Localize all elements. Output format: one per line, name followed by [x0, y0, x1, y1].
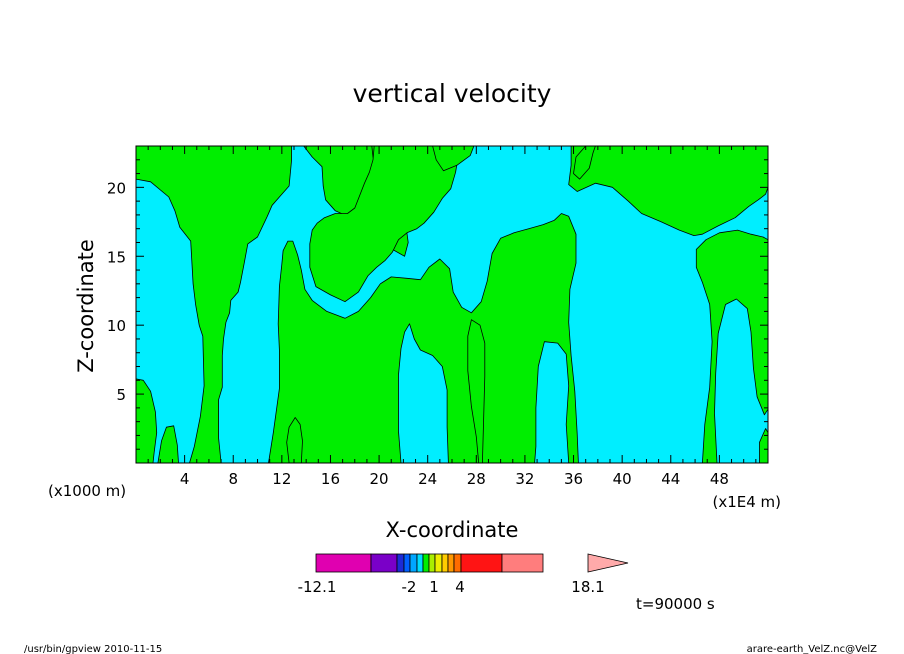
x-tick-label: 20 [370, 470, 389, 488]
colorbar-segment [460, 553, 503, 573]
contour-region-positive [309, 145, 459, 303]
contour-regions [135, 145, 769, 464]
x-axis-ticks: 4 8 12 16 20 24 28 32 36 40 44 48 [147, 146, 757, 488]
x-tick-label: 40 [613, 470, 632, 488]
y-tick-label: 10 [107, 317, 126, 335]
x-tick-label: 4 [180, 470, 190, 488]
x-tick-label: 48 [710, 470, 729, 488]
contour-region-positive [467, 319, 486, 464]
colorbar-label: 1 [429, 578, 439, 596]
colorbar [315, 553, 629, 573]
x-tick-label: 32 [515, 470, 534, 488]
colorbar-segment [315, 553, 372, 573]
colorbar-extend-arrow [587, 553, 629, 573]
chart-title: vertical velocity [353, 79, 552, 108]
time-label: t=90000 s [636, 595, 715, 613]
colorbar-label: 18.1 [571, 578, 604, 596]
x-tick-label: 28 [467, 470, 486, 488]
colorbar-segment [416, 553, 424, 573]
colorbar-segment [447, 553, 455, 573]
x-tick-label: 16 [321, 470, 340, 488]
colorbar-label: -2 [402, 578, 417, 596]
contour-region-positive [573, 145, 596, 180]
x-tick-label: 36 [564, 470, 583, 488]
y-tick-label: 20 [107, 179, 126, 197]
y-tick-label: 15 [107, 248, 126, 266]
colorbar-segment [501, 553, 544, 573]
x-tick-label: 8 [228, 470, 238, 488]
colorbar-segment [453, 553, 462, 573]
colorbar-segment [434, 553, 443, 573]
contour-region-positive [135, 145, 293, 464]
y-axis-label: Z-coordinate [74, 239, 98, 373]
footer-right: arare-earth_VelZ.nc@VelZ [747, 644, 878, 654]
colorbar-segment [370, 553, 398, 573]
x-tick-label: 44 [661, 470, 680, 488]
colorbar-segment [441, 553, 449, 573]
y-axis-ticks: 5 10 15 20 [107, 159, 768, 450]
colorbar-segment [403, 553, 411, 573]
plot-area [135, 145, 769, 464]
x-tick-label: 12 [272, 470, 291, 488]
colorbar-label: 4 [455, 578, 465, 596]
contour-region-positive [568, 145, 769, 237]
colorbar-segment [428, 553, 436, 573]
colorbar-segment [396, 553, 405, 573]
colorbar-segment [422, 553, 430, 573]
contour-region-positive [286, 417, 303, 464]
x-tick-label: 24 [418, 470, 437, 488]
y-tick-label: 5 [116, 386, 126, 404]
x-scale-label: (x1000 m) [48, 482, 126, 500]
colorbar-segment [409, 553, 418, 573]
footer-left: /usr/bin/gpview 2010-11-15 [24, 644, 162, 654]
colorbar-label: -12.1 [298, 578, 337, 596]
x-unit-label: (x1E4 m) [712, 493, 781, 511]
contour-region-positive [268, 213, 579, 464]
colorbar-labels: -12.1 -2 1 4 18.1 [298, 578, 605, 596]
x-axis-label: X-coordinate [386, 518, 519, 542]
